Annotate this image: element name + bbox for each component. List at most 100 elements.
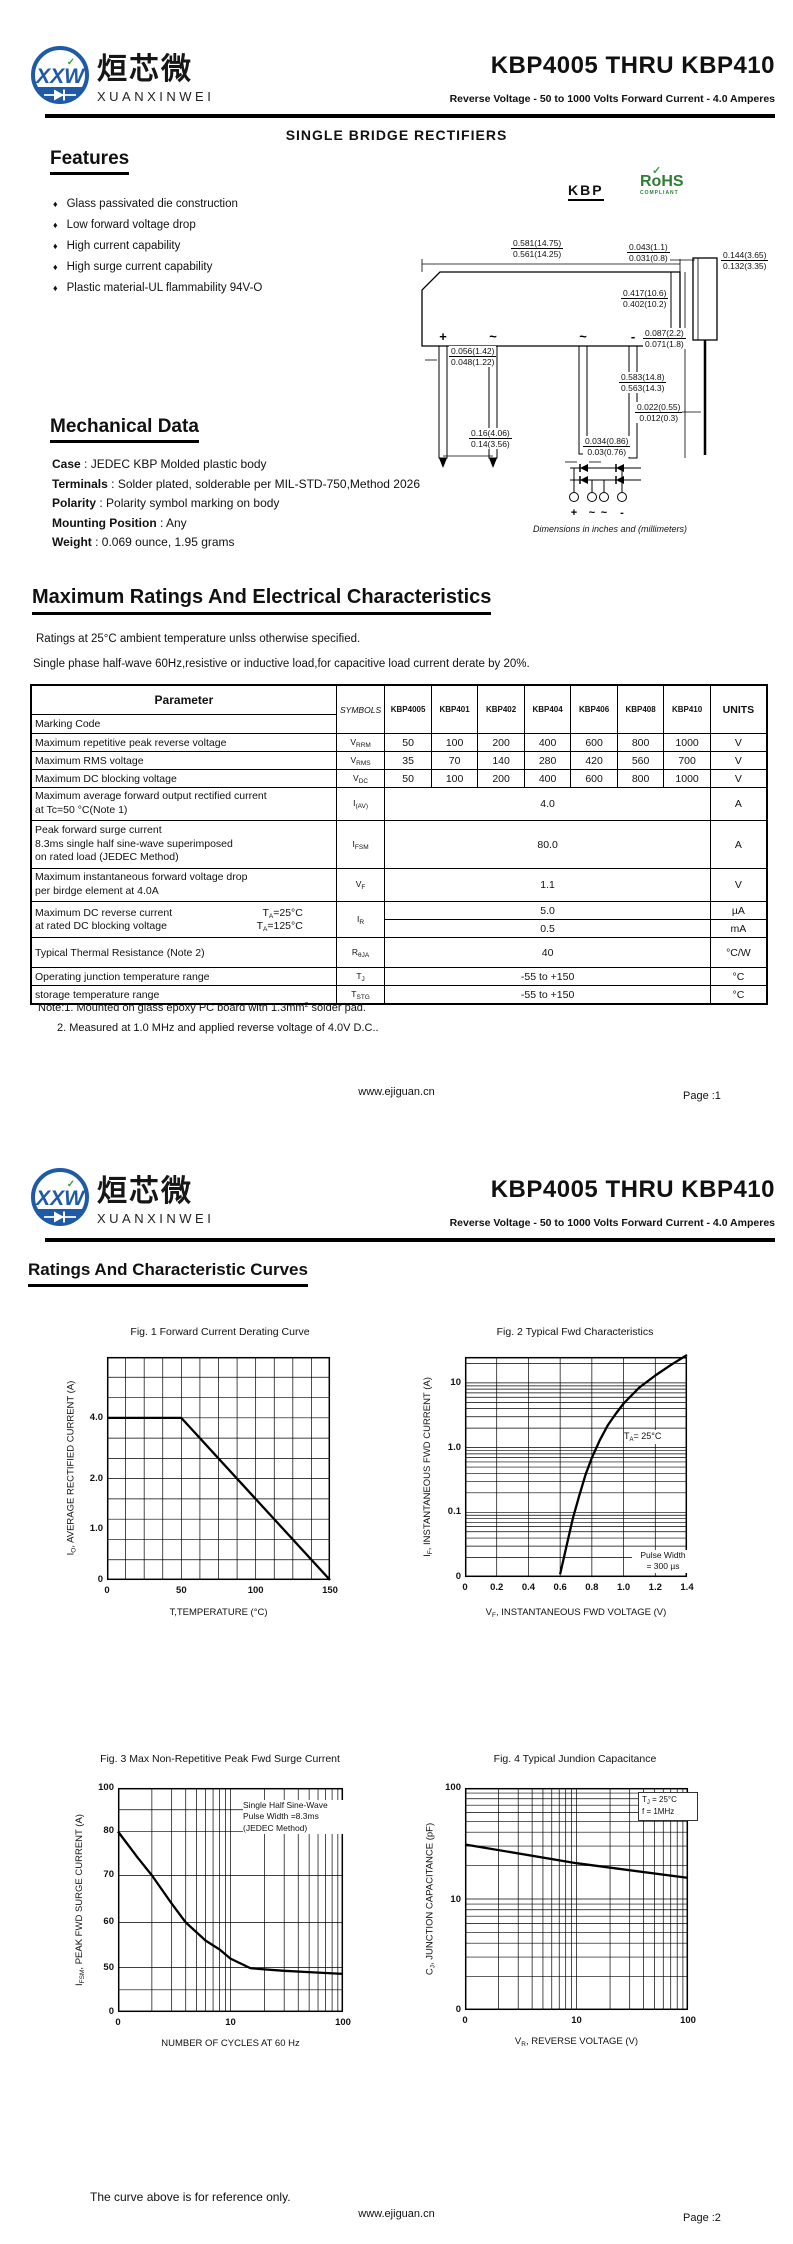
- y-tick-label: 0: [108, 2006, 114, 2017]
- doc-subtitle: Reverse Voltage - 50 to 1000 Volts Forwa…: [449, 93, 775, 105]
- x-tick-label: 10: [225, 2017, 236, 2028]
- x-tick-label: 0.2: [490, 1582, 504, 1593]
- feature-item: ♦ High surge current capability: [53, 261, 213, 273]
- package-outline-drawing: + ~ ~ - 0.581(14.75) 0.561(14.25) 0.043(1…: [395, 160, 793, 505]
- doc-subtitle: Reverse Voltage - 50 to 1000 Volts Forwa…: [449, 1217, 775, 1229]
- mech-row: Case : JEDEC KBP Molded plastic body: [52, 457, 267, 471]
- feature-item: ♦ Glass passivated die construction: [53, 198, 238, 210]
- y-tick-label: 1.0: [89, 1523, 103, 1535]
- x-tick-label: 0: [104, 1585, 110, 1596]
- y-tick-label: 50: [103, 1961, 114, 1973]
- footer-website[interactable]: www.ejiguan.cn: [358, 2208, 435, 2220]
- reference-note: The curve above is for reference only.: [90, 2190, 291, 2204]
- x-tick-label: 100: [247, 1585, 264, 1596]
- x-tick-label: 100: [680, 2015, 696, 2026]
- diamond-bullet-icon: ♦: [53, 262, 58, 272]
- col-header-units: UNITS: [709, 684, 768, 734]
- svg-text:-: -: [631, 329, 635, 344]
- col-header-part: KBP404: [523, 684, 572, 734]
- fig4-title: Fig. 4 Typical Jundion Capacitance: [493, 1753, 657, 1765]
- features-list: ♦ Glass passivated die construction ♦ Low …: [53, 198, 373, 303]
- footnote-1: Note:1. Mounted on glass epoxy PC board …: [38, 1002, 366, 1014]
- bridge-circuit-icon: + ~ ~ -: [569, 464, 641, 519]
- dim-lead-width: 0.056(1.42) 0.048(1.22): [449, 346, 497, 368]
- dim-side-width: 0.144(3.65) 0.132(3.35): [721, 250, 769, 272]
- feature-item: ♦ Low forward voltage drop: [53, 219, 196, 231]
- col-header-part: KBP410: [663, 684, 711, 734]
- logo-icon: XXW ✓: [31, 46, 89, 104]
- svg-text:+: +: [439, 329, 447, 344]
- y-tick-label: 100: [445, 1782, 461, 1793]
- diamond-bullet-icon: ♦: [53, 241, 58, 251]
- y-tick-label: 10: [450, 1376, 461, 1388]
- col-header-part: KBP401: [430, 684, 479, 734]
- fig1-x-axis-label: T,TEMPERATURE (°C): [169, 1607, 268, 1618]
- dim-side-lead: 0.022(0.55) 0.012(0.3): [635, 402, 683, 424]
- fig3-jedec-annotation: Single Half Sine-Wave Pulse Width =8.3ms(…: [243, 1800, 345, 1835]
- x-tick-label: 10: [571, 2015, 582, 2026]
- fig3-y-axis-label: IFSM, PEAK FWD SURGE CURRENT (A): [74, 1814, 86, 1986]
- dim-pitch: 0.16(4.06) 0.14(3.56): [469, 428, 512, 450]
- fig2-x-axis-label: VF, INSTANTANEOUS FWD VOLTAGE (V): [485, 1607, 667, 1619]
- table-row-ifsm: Peak forward surge current 8.3ms single …: [30, 820, 768, 869]
- header-divider: [45, 1238, 775, 1242]
- doc-title: KBP4005 THRU KBP410: [490, 1176, 775, 1203]
- fig2-plot: [464, 1354, 688, 1578]
- fig4-x-axis-label: VR, REVERSE VOLTAGE (V): [514, 2036, 639, 2048]
- fig4-junction-capacitance-chart: Fig. 4 Typical Jundion Capacitance CJ, J…: [420, 1748, 750, 2048]
- bridge-schematic: + ~ ~ -: [558, 462, 653, 527]
- company-name-en: XUANXINWEI: [97, 89, 215, 104]
- header-divider: [45, 114, 775, 118]
- x-tick-label: 150: [322, 1585, 338, 1596]
- marking-code-label: Marking Code: [30, 714, 337, 734]
- fig3-title: Fig. 3 Max Non-Repetitive Peak Fwd Surge…: [100, 1753, 340, 1765]
- company-name-en: XUANXINWEI: [97, 1211, 215, 1226]
- ratings-condition-2: Single phase half-wave 60Hz,resistive or…: [33, 658, 530, 670]
- y-tick-label: 0.1: [447, 1506, 461, 1518]
- company-logo: XXW ✓: [28, 44, 92, 108]
- mech-row: Polarity : Polarity symbol marking on bo…: [52, 496, 280, 510]
- svg-text:~: ~: [579, 329, 587, 344]
- curves-heading: Ratings And Characteristic Curves: [28, 1260, 308, 1287]
- features-heading: Features: [50, 148, 130, 175]
- doc-title: KBP4005 THRU KBP410: [490, 52, 775, 79]
- y-tick-label: 60: [103, 1916, 114, 1928]
- diamond-bullet-icon: ♦: [53, 199, 58, 209]
- table-row-tstg: storage temperature range TSTG -55 to +1…: [30, 985, 768, 1005]
- svg-text:+: +: [571, 507, 577, 519]
- table-row-vf: Maximum instantaneous forward voltage dr…: [30, 868, 768, 902]
- check-icon: ✓: [652, 165, 662, 177]
- y-tick-label: 1.0: [447, 1441, 461, 1453]
- footer-page-number: Page :2: [683, 2212, 721, 2224]
- footer-website[interactable]: www.ejiguan.cn: [358, 1086, 435, 1098]
- fig1-title: Fig. 1 Forward Current Derating Curve: [130, 1326, 310, 1338]
- svg-text:XXW: XXW: [35, 65, 86, 88]
- mech-row: Mounting Position : Any: [52, 515, 187, 530]
- ratings-condition-1: Ratings at 25°C ambient temperature unls…: [36, 633, 361, 645]
- y-tick-label: 80: [103, 1825, 114, 1837]
- svg-text:~: ~: [601, 507, 608, 519]
- svg-text:~: ~: [589, 507, 596, 519]
- company-logo: XXW ✓: [28, 1166, 92, 1230]
- table-row-rthja: Typical Thermal Resistance (Note 2) RθJA…: [30, 937, 768, 968]
- col-header-part: KBP402: [477, 684, 525, 734]
- fig1-forward-current-derating-chart: Fig. 1 Forward Current Derating Curve IO…: [55, 1320, 385, 1620]
- dim-body-height: 0.417(10.6) 0.402(10.2): [621, 288, 669, 310]
- dim-side-tab: 0.043(1.1) 0.031(0.8): [627, 242, 670, 264]
- table-row-vrrm: Maximum repetitive peak reverse voltage …: [30, 733, 768, 752]
- svg-text:✓: ✓: [67, 1179, 75, 1190]
- table-row-tj: Operating junction temperature range TJ …: [30, 967, 768, 986]
- diamond-bullet-icon: ♦: [53, 220, 58, 230]
- table-row-iav: Maximum average forward output rectified…: [30, 787, 768, 821]
- feature-item: ♦ High current capability: [53, 240, 181, 252]
- x-tick-label: 0: [462, 1582, 468, 1593]
- x-tick-label: 0: [115, 2017, 121, 2028]
- table-row-vdc: Maximum DC blocking voltage VDC 50 100 2…: [30, 769, 768, 788]
- table-row-ir-2: 0.5 mA: [31, 919, 768, 938]
- svg-text:XXW: XXW: [35, 1187, 86, 1210]
- col-header-parameter: Parameter: [30, 684, 337, 715]
- dimensions-caption: Dimensions in inches and (millimeters): [533, 524, 688, 534]
- company-name-cn: 烜芯微 XUANXINWEI: [97, 53, 215, 105]
- diamond-bullet-icon: ♦: [53, 283, 58, 293]
